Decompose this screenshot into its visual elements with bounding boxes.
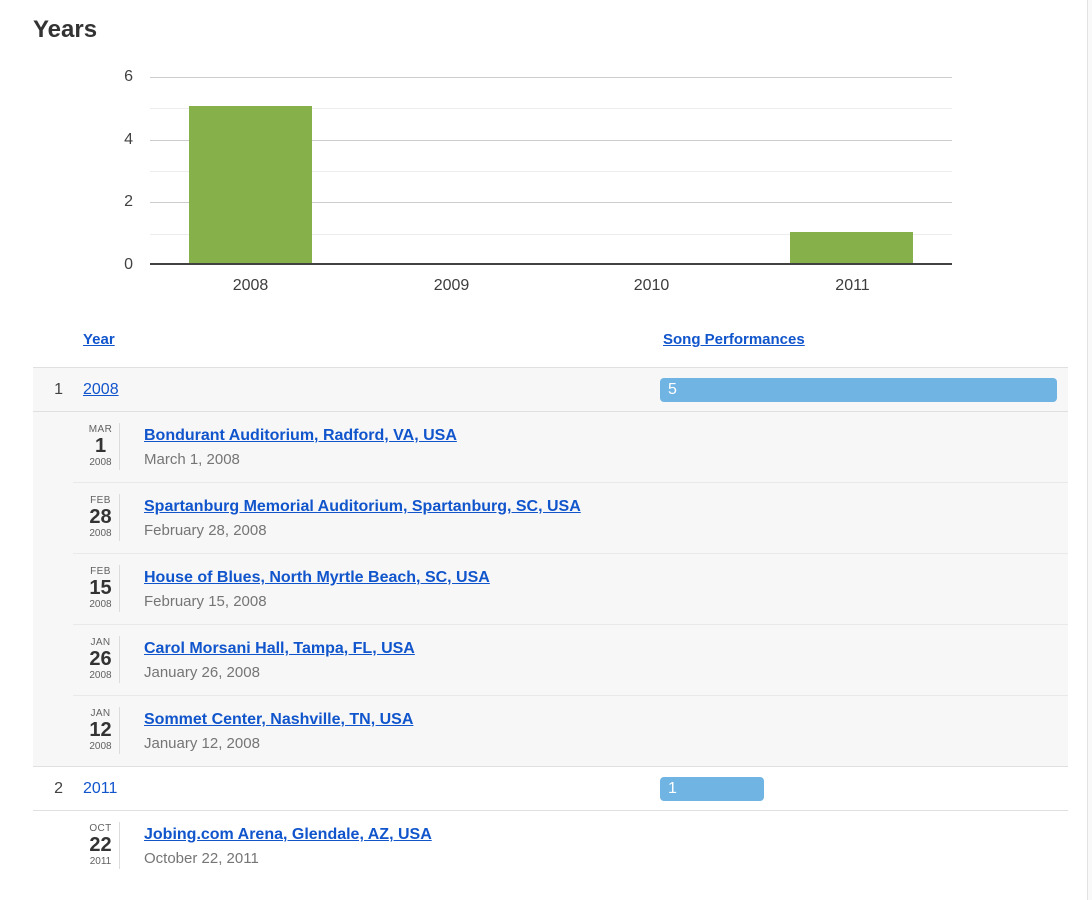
date-day: 15 <box>89 577 112 599</box>
date-year: 2008 <box>89 599 112 610</box>
concert-info: Jobing.com Arena, Glendale, AZ, USA Octo… <box>144 822 432 869</box>
row-index: 1 <box>54 380 63 398</box>
x-axis-tick-2011: 2011 <box>835 277 870 294</box>
date-month: JAN <box>90 637 111 648</box>
row-index: 2 <box>54 779 63 797</box>
performance-bar: 1 <box>660 776 764 801</box>
gridline-5 <box>150 108 952 109</box>
column-header-year[interactable]: Year <box>83 331 115 348</box>
concert-info: House of Blues, North Myrtle Beach, SC, … <box>144 565 490 612</box>
concert-row: JAN 12 2008 Sommet Center, Nashville, TN… <box>33 695 1068 766</box>
date-month: JAN <box>90 708 111 719</box>
concert-date-badge: MAR 1 2008 <box>83 423 120 470</box>
venue-link[interactable]: Bondurant Auditorium, Radford, VA, USA <box>144 427 457 444</box>
concert-info: Spartanburg Memorial Auditorium, Spartan… <box>144 494 581 541</box>
performances-cell: 5 <box>650 377 1068 402</box>
x-axis-tick-2010: 2010 <box>633 277 670 294</box>
y-axis-tick-0: 0 <box>124 256 133 273</box>
column-header-performances-cell: Song Performances <box>650 331 1068 349</box>
performance-bar: 5 <box>660 377 1057 402</box>
x-axis-tick-2009: 2009 <box>433 277 470 294</box>
concert-date-badge: OCT 22 2011 <box>83 822 120 869</box>
concert-date-text: January 12, 2008 <box>144 735 260 752</box>
venue-link[interactable]: Carol Morsani Hall, Tampa, FL, USA <box>144 640 415 657</box>
years-bar-chart: 0 2 4 6 2008 2009 2010 2011 <box>33 60 1068 305</box>
date-month: OCT <box>89 823 112 834</box>
concert-date-text: January 26, 2008 <box>144 664 260 681</box>
concert-info: Sommet Center, Nashville, TN, USA Januar… <box>144 707 413 754</box>
concert-date-text: February 28, 2008 <box>144 522 267 539</box>
year-cell: 2008 <box>83 381 650 399</box>
venue-link[interactable]: Sommet Center, Nashville, TN, USA <box>144 711 414 728</box>
date-year: 2008 <box>89 741 112 752</box>
column-header-year-cell: Year <box>83 331 650 349</box>
date-month: FEB <box>90 566 111 577</box>
year-row: 1 2008 5 <box>33 367 1068 411</box>
y-axis-tick-4: 4 <box>124 131 133 148</box>
gridline-4 <box>150 140 952 141</box>
date-year: 2011 <box>89 856 112 867</box>
performance-count: 5 <box>668 380 677 398</box>
date-day: 12 <box>89 719 112 741</box>
concert-date-badge: FEB 15 2008 <box>83 565 120 612</box>
concert-info: Carol Morsani Hall, Tampa, FL, USA Janua… <box>144 636 415 683</box>
vertical-scrollbar[interactable] <box>1087 0 1092 900</box>
year-link[interactable]: 2008 <box>83 380 119 398</box>
y-axis-tick-2: 2 <box>124 193 133 210</box>
year-link[interactable]: 2011 <box>83 779 118 797</box>
gridline-3 <box>150 171 952 172</box>
table-body: 1 2008 5 MAR 1 2008 Bondurant Auditorium… <box>33 367 1068 881</box>
stats-table: Year Song Performances 1 2008 5 MAR 1 20… <box>33 305 1068 881</box>
concert-info: Bondurant Auditorium, Radford, VA, USA M… <box>144 423 457 470</box>
date-year: 2008 <box>89 528 112 539</box>
chart-bar-2008[interactable] <box>189 106 312 263</box>
date-day: 22 <box>89 834 112 856</box>
date-month: MAR <box>88 424 113 435</box>
column-header-song-performances[interactable]: Song Performances <box>663 331 805 348</box>
gridline-6 <box>150 77 952 78</box>
concert-date-text: February 15, 2008 <box>144 593 267 610</box>
page-title: Years <box>33 16 98 43</box>
table-header-row: Year Song Performances <box>33 305 1068 367</box>
venue-link[interactable]: Jobing.com Arena, Glendale, AZ, USA <box>144 826 432 843</box>
concerts-group-2011: OCT 22 2011 Jobing.com Arena, Glendale, … <box>33 810 1068 881</box>
concert-row: FEB 15 2008 House of Blues, North Myrtle… <box>33 553 1068 624</box>
concert-date-badge: JAN 26 2008 <box>83 636 120 683</box>
concert-date-text: March 1, 2008 <box>144 451 240 468</box>
gridline-1 <box>150 234 952 235</box>
concert-date-badge: FEB 28 2008 <box>83 494 120 541</box>
date-year: 2008 <box>89 670 112 681</box>
year-cell: 2011 <box>83 780 650 798</box>
concerts-group-2008: MAR 1 2008 Bondurant Auditorium, Radford… <box>33 411 1068 766</box>
gridline-2 <box>150 202 952 203</box>
venue-link[interactable]: Spartanburg Memorial Auditorium, Spartan… <box>144 498 581 515</box>
concert-date-badge: JAN 12 2008 <box>83 707 120 754</box>
chart-bar-2011[interactable] <box>790 232 913 263</box>
concert-date-text: October 22, 2011 <box>144 850 259 867</box>
y-axis-tick-6: 6 <box>124 68 133 85</box>
concert-row: FEB 28 2008 Spartanburg Memorial Auditor… <box>33 482 1068 553</box>
date-day: 28 <box>89 506 112 528</box>
concert-row: JAN 26 2008 Carol Morsani Hall, Tampa, F… <box>33 624 1068 695</box>
year-row: 2 2011 1 <box>33 766 1068 810</box>
date-day: 1 <box>94 435 107 457</box>
x-axis-tick-2008: 2008 <box>232 277 269 294</box>
performance-count: 1 <box>668 779 677 797</box>
venue-link[interactable]: House of Blues, North Myrtle Beach, SC, … <box>144 569 490 586</box>
performances-cell: 1 <box>650 776 1068 801</box>
concert-row: OCT 22 2011 Jobing.com Arena, Glendale, … <box>33 811 1068 881</box>
concert-row: MAR 1 2008 Bondurant Auditorium, Radford… <box>33 412 1068 482</box>
chart-plot-area: 0 2 4 6 2008 2009 2010 2011 <box>124 68 952 294</box>
date-day: 26 <box>89 648 112 670</box>
date-month: FEB <box>90 495 111 506</box>
date-year: 2008 <box>89 457 112 468</box>
